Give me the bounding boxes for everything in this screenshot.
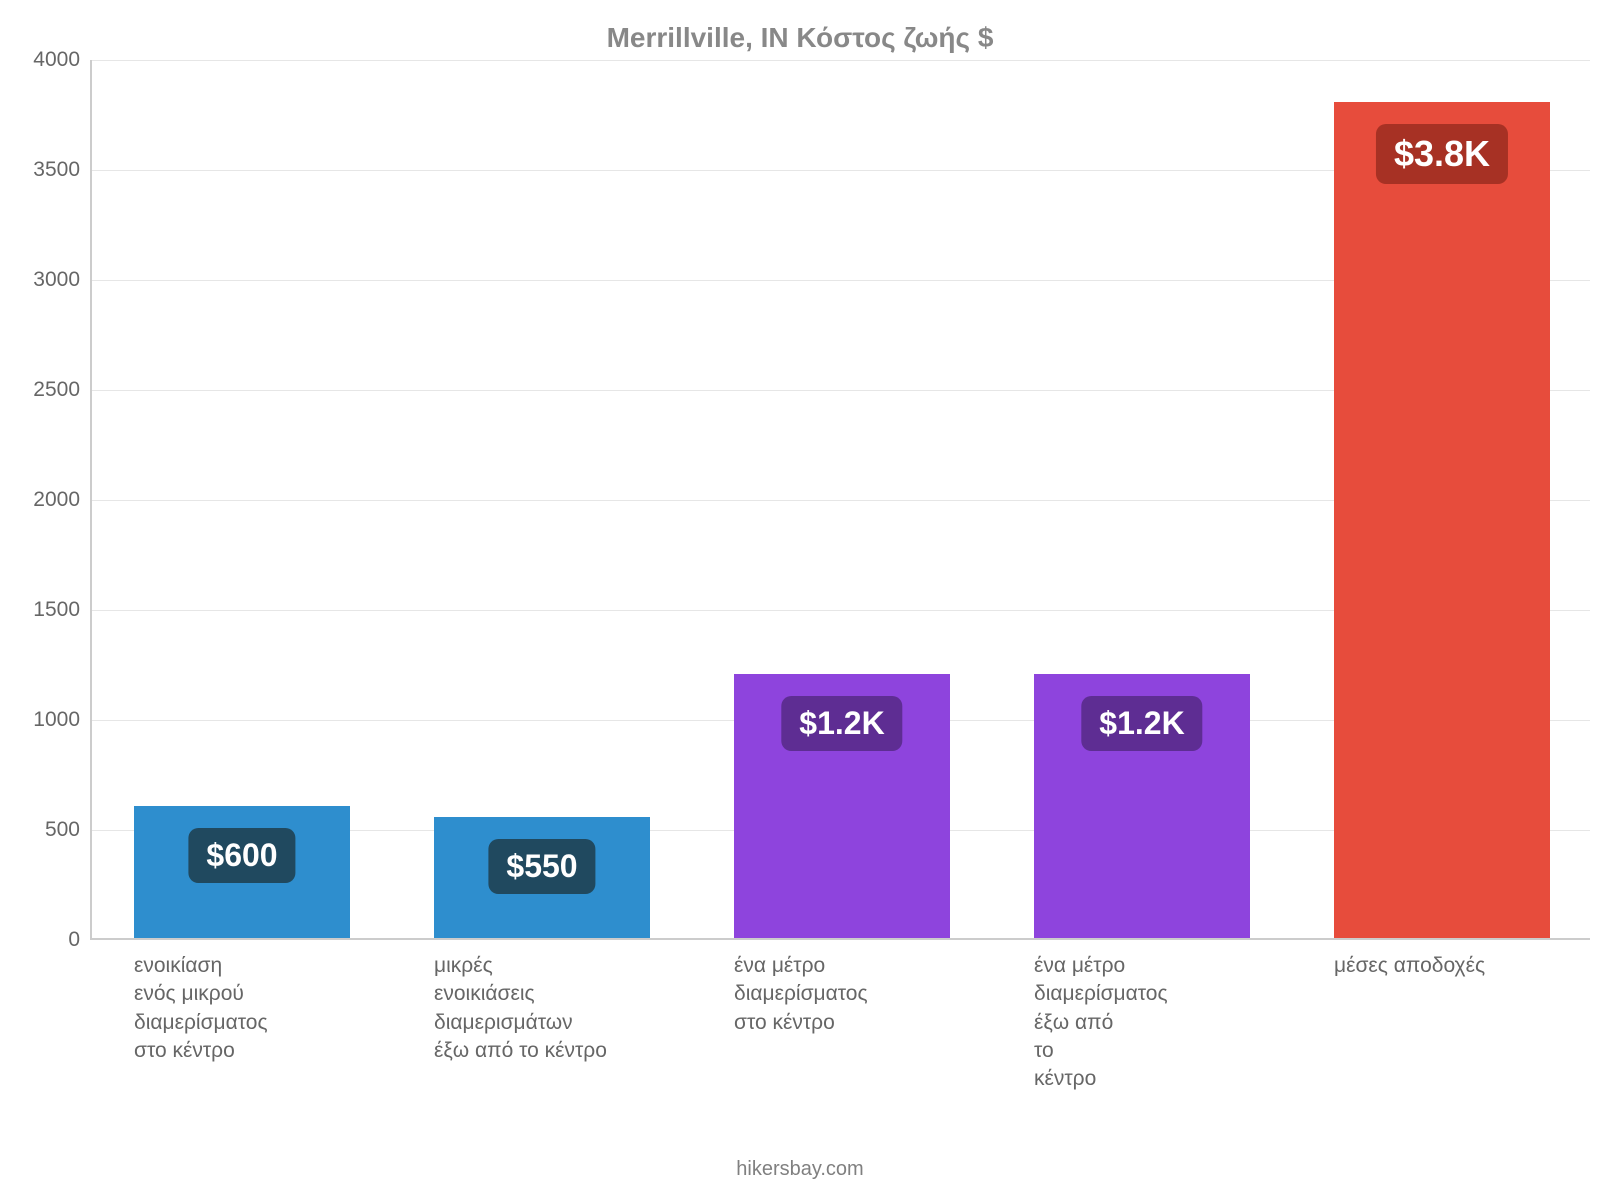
- x-category-label: μικρέςενοικιάσειςδιαμερισμάτωνέξω από το…: [434, 952, 650, 1065]
- bar: $550: [434, 817, 650, 938]
- credit-label: hikersbay.com: [0, 1158, 1600, 1181]
- y-tick-label: 2500: [33, 378, 92, 402]
- value-badge: $1.2K: [781, 696, 902, 751]
- gridline: [92, 60, 1590, 61]
- bar: $1.2K: [734, 674, 950, 938]
- bar: $1.2K: [1034, 674, 1250, 938]
- y-tick-label: 4000: [33, 48, 92, 72]
- chart-title: Merrillville, IN Κόστος ζωής $: [0, 22, 1600, 54]
- y-tick-label: 1500: [33, 598, 92, 622]
- x-category-label: ένα μέτρο διαμερίσματοςέξω απότοκέντρο: [1034, 952, 1250, 1094]
- y-tick-label: 3500: [33, 158, 92, 182]
- bar: $600: [134, 806, 350, 938]
- stage: Merrillville, IN Κόστος ζωής $ 050010001…: [0, 0, 1600, 1200]
- y-tick-label: 0: [68, 928, 92, 952]
- value-badge: $550: [488, 839, 595, 894]
- y-tick-label: 500: [45, 818, 92, 842]
- y-tick-label: 2000: [33, 488, 92, 512]
- x-category-label: ενοικίασηενός μικρούδιαμερίσματοςστο κέν…: [134, 952, 350, 1065]
- plot-area: 05001000150020002500300035004000$600ενοι…: [90, 60, 1590, 940]
- bar: $3.8K: [1334, 102, 1550, 938]
- value-badge: $600: [188, 828, 295, 883]
- x-category-label: μέσες αποδοχές: [1334, 952, 1550, 980]
- value-badge: $1.2K: [1081, 696, 1202, 751]
- y-tick-label: 1000: [33, 708, 92, 732]
- value-badge: $3.8K: [1376, 124, 1508, 184]
- x-category-label: ένα μέτρο διαμερίσματοςστο κέντρο: [734, 952, 950, 1037]
- y-tick-label: 3000: [33, 268, 92, 292]
